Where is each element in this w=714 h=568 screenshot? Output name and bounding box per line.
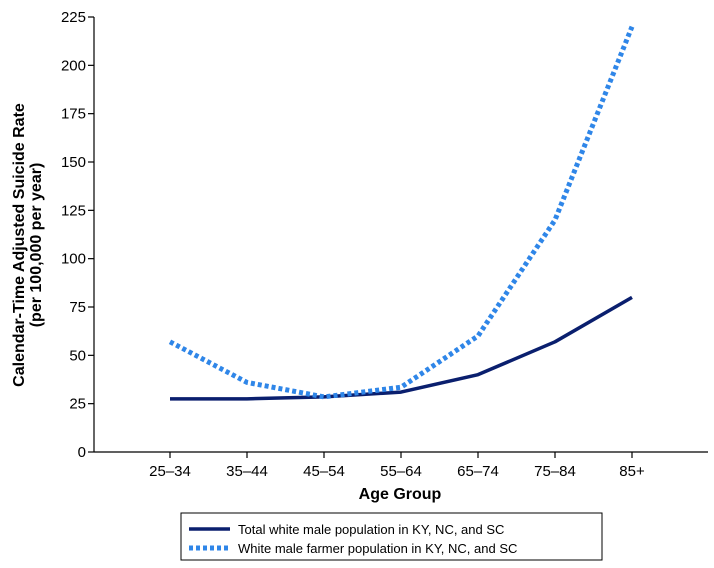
y-axis-title: Calendar-Time Adjusted Suicide Rate (per… [11, 103, 45, 387]
x-tick-label: 25–34 [149, 463, 191, 480]
legend-box [180, 512, 603, 561]
x-tick-label: 45–54 [303, 463, 345, 480]
y-axis-title-line-2: (per 100,000 per year) [28, 163, 45, 328]
x-axis-title: Age Group [359, 486, 442, 503]
y-axis-title-line-1: Calendar-Time Adjusted Suicide Rate [11, 103, 28, 387]
x-tick-label: 55–64 [380, 463, 422, 480]
y-tick-label: 125 [61, 202, 86, 219]
x-tick-label: 35–44 [226, 463, 268, 480]
legend-label-1: Total white male population in KY, NC, a… [238, 522, 504, 537]
y-tick-label: 75 [69, 299, 86, 316]
legend: Total white male population in KY, NC, a… [180, 512, 603, 561]
y-tick-label: 175 [61, 106, 86, 123]
y-tick-label: 0 [78, 444, 86, 461]
chart-series [168, 25, 635, 401]
y-tick-label: 150 [61, 154, 86, 171]
series-line-1 [170, 295, 633, 401]
y-tick-label: 200 [61, 57, 86, 74]
chart-axes: 0 25 50 75 100 125 150 175 200 225 25–34 35–44 45–54… [61, 9, 708, 480]
x-tick-label: 85+ [619, 463, 645, 480]
x-tick-label: 65–74 [457, 463, 499, 480]
y-tick-label: 50 [69, 347, 86, 364]
series-line-2 [168, 25, 635, 400]
y-tick-label: 225 [61, 9, 86, 26]
y-tick-label: 25 [69, 396, 86, 413]
y-tick-label: 100 [61, 251, 86, 268]
legend-label-2: White male farmer population in KY, NC, … [238, 541, 517, 556]
x-tick-label: 75–84 [534, 463, 576, 480]
